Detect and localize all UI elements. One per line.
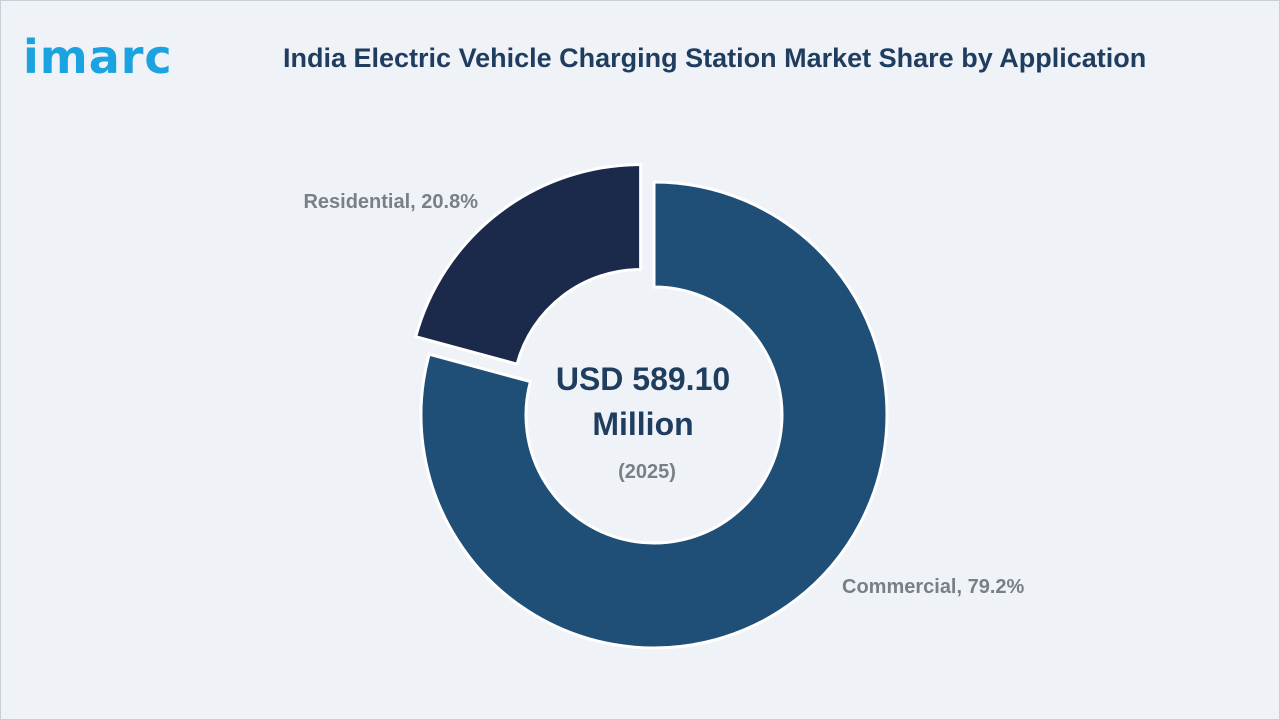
- center-year: (2025): [618, 461, 676, 483]
- donut-slices: [413, 163, 889, 650]
- residential-label: Residential, 20.8%: [303, 191, 478, 213]
- center-value-line2: Million: [592, 406, 693, 442]
- chart-title: India Electric Vehicle Charging Station …: [283, 43, 1147, 73]
- slice-residential: [413, 163, 643, 366]
- commercial-label: Commercial, 79.2%: [842, 576, 1025, 598]
- imarc-logo: imarc: [23, 30, 173, 84]
- slice-commercial: [419, 180, 889, 650]
- center-value-line1: USD 589.10: [556, 361, 730, 397]
